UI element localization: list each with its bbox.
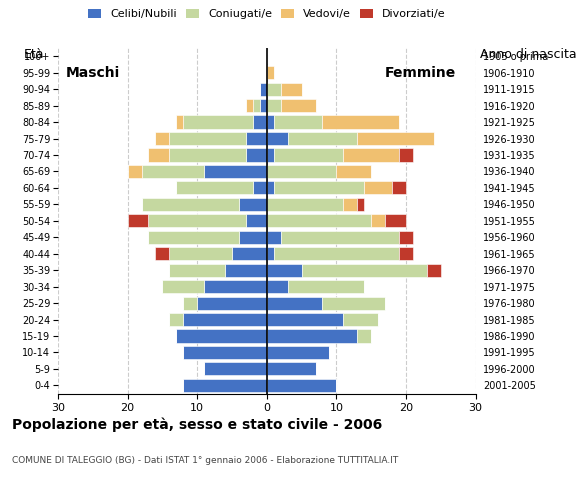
Bar <box>176 329 267 343</box>
Bar <box>274 247 399 260</box>
Bar <box>281 231 399 244</box>
Bar <box>343 198 357 211</box>
Bar <box>357 132 434 145</box>
Bar <box>322 297 385 310</box>
Bar <box>142 198 239 211</box>
Bar <box>343 313 378 326</box>
Bar <box>260 83 267 96</box>
Bar <box>225 264 267 277</box>
Bar <box>274 181 364 194</box>
Bar <box>246 132 267 145</box>
Bar <box>232 247 267 260</box>
Bar <box>302 264 427 277</box>
Bar <box>246 148 267 162</box>
Bar <box>267 83 281 96</box>
Bar <box>267 214 371 228</box>
Bar <box>357 198 364 211</box>
Bar <box>169 148 246 162</box>
Bar <box>385 214 406 228</box>
Bar <box>392 181 406 194</box>
Legend: Celibi/Nubili, Coniugati/e, Vedovi/e, Divorziati/e: Celibi/Nubili, Coniugati/e, Vedovi/e, Di… <box>88 9 445 19</box>
Bar <box>204 280 267 293</box>
Bar <box>246 99 253 112</box>
Bar <box>162 280 204 293</box>
Bar <box>371 214 385 228</box>
Bar <box>128 165 142 178</box>
Bar <box>253 116 267 129</box>
Bar <box>155 247 169 260</box>
Bar <box>267 313 343 326</box>
Bar <box>148 231 239 244</box>
Bar <box>267 264 302 277</box>
Bar <box>155 132 169 145</box>
Bar <box>267 66 274 79</box>
Text: COMUNE DI TALEGGIO (BG) - Dati ISTAT 1° gennaio 2006 - Elaborazione TUTTITALIA.I: COMUNE DI TALEGGIO (BG) - Dati ISTAT 1° … <box>12 456 398 465</box>
Bar <box>288 280 364 293</box>
Bar <box>169 247 232 260</box>
Bar <box>427 264 441 277</box>
Bar <box>274 116 322 129</box>
Bar <box>253 99 260 112</box>
Text: Popolazione per età, sesso e stato civile - 2006: Popolazione per età, sesso e stato civil… <box>12 418 382 432</box>
Bar <box>322 116 399 129</box>
Bar <box>343 148 399 162</box>
Bar <box>176 116 183 129</box>
Bar <box>288 132 357 145</box>
Bar <box>267 362 316 375</box>
Bar <box>267 297 322 310</box>
Text: Maschi: Maschi <box>66 66 120 80</box>
Bar <box>183 116 253 129</box>
Bar <box>267 148 274 162</box>
Bar <box>399 231 413 244</box>
Bar <box>148 148 169 162</box>
Bar <box>169 264 225 277</box>
Bar <box>267 165 336 178</box>
Bar <box>183 297 197 310</box>
Bar <box>399 148 413 162</box>
Bar <box>176 181 253 194</box>
Bar <box>204 362 267 375</box>
Bar <box>267 280 288 293</box>
Bar <box>399 247 413 260</box>
Bar <box>281 99 316 112</box>
Bar <box>169 313 183 326</box>
Bar <box>239 231 267 244</box>
Bar <box>336 165 371 178</box>
Bar <box>197 297 267 310</box>
Bar <box>357 329 371 343</box>
Text: Femmine: Femmine <box>385 66 455 80</box>
Bar <box>239 198 267 211</box>
Bar <box>142 165 204 178</box>
Bar <box>281 83 302 96</box>
Bar <box>267 198 343 211</box>
Bar <box>267 247 274 260</box>
Bar <box>260 99 267 112</box>
Bar <box>267 231 281 244</box>
Bar <box>253 181 267 194</box>
Bar <box>267 99 281 112</box>
Bar <box>364 181 392 194</box>
Bar <box>148 214 246 228</box>
Bar <box>183 313 267 326</box>
Bar <box>267 116 274 129</box>
Bar <box>183 346 267 359</box>
Bar <box>267 181 274 194</box>
Bar <box>169 132 246 145</box>
Bar <box>267 379 336 392</box>
Bar <box>204 165 267 178</box>
Bar <box>267 329 357 343</box>
Bar <box>267 132 288 145</box>
Bar <box>128 214 148 228</box>
Bar <box>246 214 267 228</box>
Text: Età: Età <box>24 48 44 61</box>
Text: Anno di nascita: Anno di nascita <box>480 48 577 61</box>
Bar <box>183 379 267 392</box>
Bar <box>267 346 329 359</box>
Bar <box>274 148 343 162</box>
